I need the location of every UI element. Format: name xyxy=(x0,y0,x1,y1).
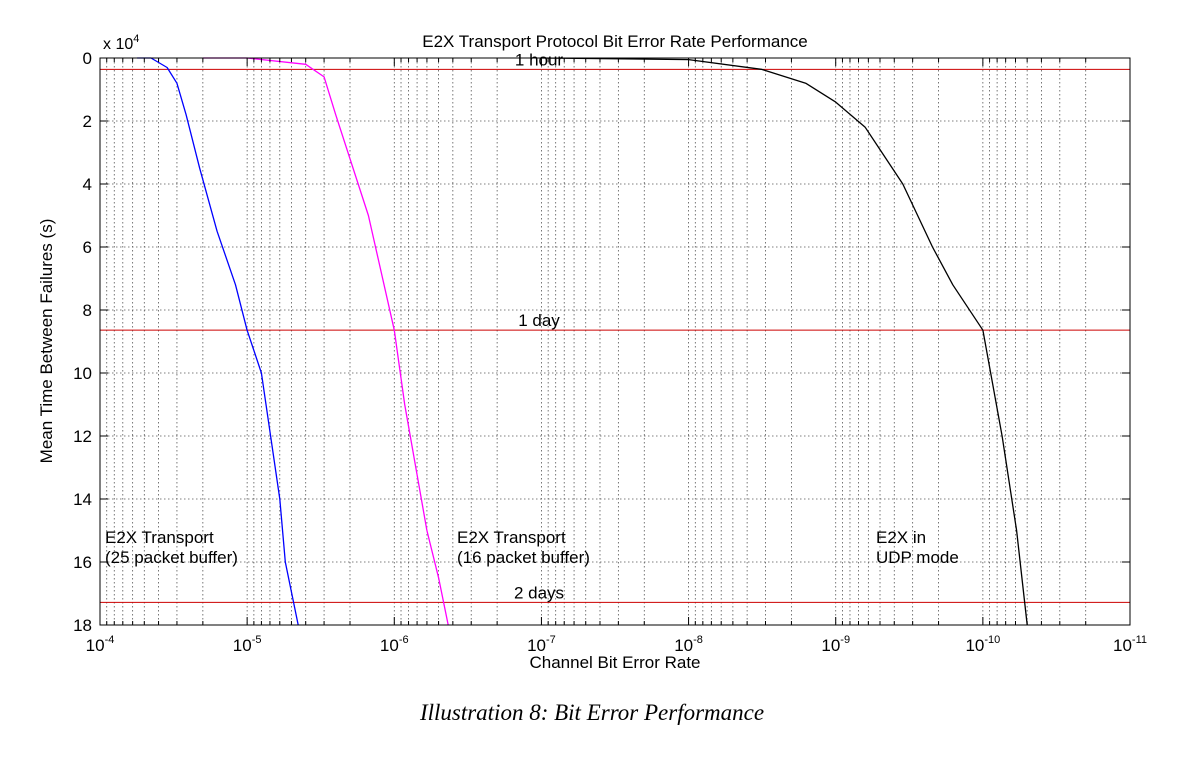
y-tick-label: 10 xyxy=(73,364,92,383)
y-tick-label: 12 xyxy=(73,427,92,446)
x-tick-label: 10-4 xyxy=(86,634,115,655)
y-tick-label: 18 xyxy=(73,616,92,635)
x-tick-label-base: 10 xyxy=(86,636,105,655)
series-annotation-line: E2X in xyxy=(876,528,926,547)
y-tick-label: 0 xyxy=(83,49,92,68)
tick-labels: 10-4 10-5 10-6 10-7 10-8 10-9 10-10 10-11024681… xyxy=(73,49,1147,655)
y-tick-label: 2 xyxy=(83,112,92,131)
y-multiplier: x 104 xyxy=(103,33,139,53)
reference-line-label: 2 days xyxy=(514,583,564,602)
x-tick-label: 10-8 xyxy=(674,634,703,655)
x-tick-label: 10-11 xyxy=(1113,634,1147,655)
y-tick-label: 4 xyxy=(83,175,92,194)
chart-title: E2X Transport Protocol Bit Error Rate Pe… xyxy=(422,32,808,51)
x-axis-label: Channel Bit Error Rate xyxy=(529,653,700,672)
x-tick-label: 10-10 xyxy=(965,634,1000,655)
reference-lines: 1 hour 1 day 2 days xyxy=(100,50,1130,603)
x-tick-label-exponent: -4 xyxy=(105,634,115,646)
x-tick-label-exponent: -9 xyxy=(840,634,850,646)
y-tick-label: 8 xyxy=(83,301,92,320)
grid xyxy=(100,58,1130,625)
series-line xyxy=(541,57,1028,626)
reference-line-label: 1 hour xyxy=(515,50,564,69)
x-tick-label: 10-5 xyxy=(233,634,262,655)
series-annotation-line: UDP mode xyxy=(876,548,959,567)
series-line xyxy=(137,57,299,626)
axis-ticks xyxy=(99,57,1131,626)
x-tick-label-base: 10 xyxy=(233,636,252,655)
annotations: E2X Transport (25 packet buffer)E2X Trans… xyxy=(105,528,959,567)
series-annotation-line: (25 packet buffer) xyxy=(105,548,238,567)
x-tick-label: 10-9 xyxy=(821,634,850,655)
y-axis-label: Mean Time Between Failures (s) xyxy=(37,219,56,464)
x-tick-label-exponent: -7 xyxy=(546,634,556,646)
series-annotation: E2X Transport (25 packet buffer) xyxy=(105,528,238,567)
x-tick-label: 10-6 xyxy=(380,634,409,655)
series-annotation-line: E2X Transport xyxy=(457,528,566,547)
x-tick-label: 10-7 xyxy=(527,634,556,655)
x-tick-label-exponent: -5 xyxy=(252,634,262,646)
series-annotation: E2X in UDP mode xyxy=(876,528,959,567)
series-line xyxy=(202,57,449,626)
x-tick-label-exponent: -10 xyxy=(984,634,1000,646)
y-tick-label: 16 xyxy=(73,553,92,572)
reference-line-label: 1 day xyxy=(518,311,560,330)
plot-frame xyxy=(99,57,1131,626)
x-tick-label-base: 10 xyxy=(674,636,693,655)
y-tick-label: 14 xyxy=(73,490,92,509)
y-multiplier-base: x 10 xyxy=(103,36,133,53)
y-multiplier-exponent: 4 xyxy=(133,33,139,45)
x-tick-label-base: 10 xyxy=(1113,636,1132,655)
x-tick-label-exponent: -11 xyxy=(1132,634,1147,646)
series-lines xyxy=(137,57,1028,626)
plot-background xyxy=(100,58,1130,625)
x-tick-label-base: 10 xyxy=(380,636,399,655)
x-tick-label-base: 10 xyxy=(821,636,840,655)
x-tick-label-exponent: -8 xyxy=(693,634,703,646)
series-annotation-line: E2X Transport xyxy=(105,528,214,547)
y-tick-label: 6 xyxy=(83,238,92,257)
series-annotation: E2X Transport (16 packet buffer) xyxy=(457,528,590,567)
figure-caption: Illustration 8: Bit Error Performance xyxy=(419,700,765,725)
x-tick-label-base: 10 xyxy=(527,636,546,655)
series-annotation-line: (16 packet buffer) xyxy=(457,548,590,567)
x-tick-label-exponent: -6 xyxy=(399,634,409,646)
x-tick-label-base: 10 xyxy=(965,636,984,655)
